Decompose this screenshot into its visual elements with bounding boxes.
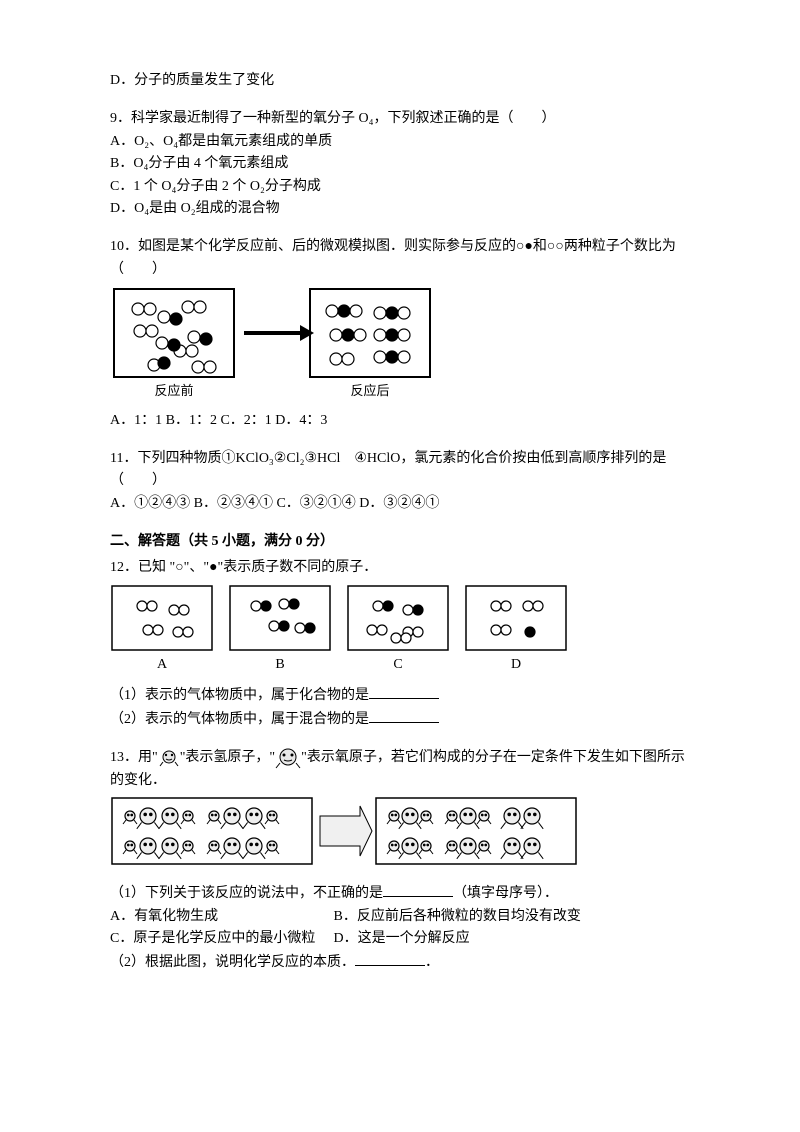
- q12-p1a: （1）表示的气体物质中，属于化合物的是: [110, 688, 369, 703]
- q9-opt-d: D．O₄是由 O₂组成的混合物: [110, 198, 690, 220]
- svg-text:D: D: [511, 657, 521, 672]
- q13-blank-2: [355, 951, 425, 966]
- svg-text:C: C: [393, 657, 402, 672]
- q9-text: 9．科学家最近制得了一种新型的氧分子 O₄，下列叙述正确的是（ ）: [110, 108, 690, 130]
- q13-p1a: （1）下列关于该反应的说法中，不正确的是: [110, 886, 383, 901]
- q9-opt-c: C．1 个 O₄分子由 2 个 O₂分子构成: [110, 176, 690, 198]
- q13-p1b: （填字母序号）．: [453, 886, 558, 901]
- oxygen-icon: [275, 747, 301, 769]
- svg-text:B: B: [275, 657, 284, 672]
- q10-cap1: 反应前: [154, 383, 193, 398]
- q9-opt-a: A．O₂、O₄都是由氧元素组成的单质: [110, 131, 690, 153]
- q13-blank-1: [383, 882, 453, 897]
- q13-reaction: [110, 796, 590, 872]
- q13-opt-a: A．有氧化物生成: [110, 906, 330, 928]
- q12-blank-1: [369, 684, 439, 699]
- hydrogen-icon: [158, 748, 180, 768]
- q10-opts: A．1：1 B．1：2 C．2：1 D．4：3: [110, 410, 690, 432]
- q8-opt-d: D．分子的质量发生了变化: [110, 70, 690, 92]
- q10-cap2: 反应后: [350, 383, 389, 398]
- q13-opt-b: B．反应前后各种微粒的数目均没有改变: [334, 909, 581, 924]
- q13-p2a: （2）根据此图，说明化学反应的本质．: [110, 955, 355, 970]
- q12-text: 12．已知 "○"、"●"表示质子数不同的原子．: [110, 557, 690, 579]
- q10-diagram: 反应前 反应后: [110, 285, 440, 399]
- q13-opt-c: C．原子是化学反应中的最小微粒: [110, 928, 330, 950]
- q12-blank-2: [369, 708, 439, 723]
- q12-p2a: （2）表示的气体物质中，属于混合物的是: [110, 712, 369, 727]
- q9-opt-b: B．O₄分子由 4 个氧元素组成: [110, 153, 690, 175]
- q13-p2b: ．: [425, 955, 439, 970]
- q13-intro: 13．用""表示氢原子，""表示氧原子，若它们构成的分子在一定条件下发生如下图所…: [110, 747, 690, 792]
- section2-title: 二、解答题（共 5 小题，满分 0 分）: [110, 531, 690, 553]
- svg-text:A: A: [157, 657, 168, 672]
- q11-opts: A．①②④③ B．②③④① C．③②①④ D．③②④①: [110, 493, 690, 515]
- q11-text: 11．下列四种物质①KClO₃②Cl₂③HCl ④HClO，氯元素的化合价按由低…: [110, 448, 690, 493]
- q13-opt-d: D．这是一个分解反应: [334, 931, 470, 946]
- q12-diagram: A B C D: [110, 584, 580, 674]
- q10-text: 10．如图是某个化学反应前、后的微观模拟图．则实际参与反应的○●和○○两种粒子个…: [110, 236, 690, 281]
